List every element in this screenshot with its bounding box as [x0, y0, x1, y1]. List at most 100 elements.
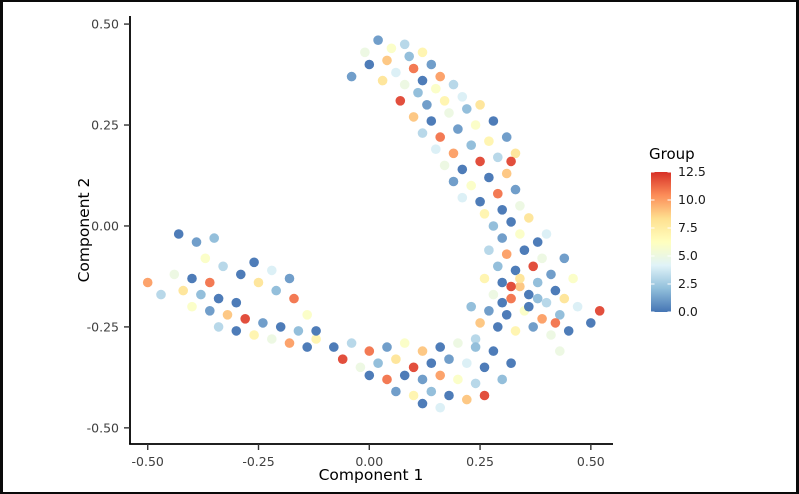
scatter-point	[475, 100, 485, 110]
scatter-point	[169, 269, 180, 280]
scatter-point	[453, 374, 463, 385]
scatter-point	[493, 188, 503, 199]
scatter-point	[546, 330, 556, 340]
scatter-point	[360, 47, 370, 58]
scatter-point	[475, 156, 485, 167]
scatter-point	[568, 273, 578, 284]
scatter-point	[453, 338, 463, 348]
scatter-point	[435, 402, 446, 413]
scatter-point	[493, 152, 503, 163]
x-tick-label: 0.50	[577, 454, 605, 469]
scatter-point	[431, 83, 441, 94]
colorbar-gradient	[651, 172, 671, 312]
scatter-point	[142, 277, 153, 288]
scatter-point	[515, 281, 525, 292]
scatter-point	[329, 342, 339, 352]
scatter-point	[466, 140, 477, 150]
scatter-point	[479, 362, 490, 373]
scatter-point	[462, 358, 472, 369]
scatter-point	[559, 293, 570, 304]
scatter-point	[373, 358, 383, 369]
scatter-point	[506, 281, 516, 292]
scatter-point	[479, 209, 490, 219]
scatter-point	[417, 374, 428, 385]
legend-title: Group	[649, 145, 695, 163]
scatter-point	[453, 124, 463, 134]
scatter-point	[594, 306, 605, 316]
scatter-point	[488, 221, 499, 231]
scatter-point	[524, 213, 534, 223]
scatter-point	[302, 342, 313, 352]
scatter-point	[364, 59, 375, 70]
scatter-point	[218, 261, 228, 272]
scatter-point	[213, 293, 224, 304]
colorbar-tick-label: 5.0	[678, 248, 698, 263]
scatter-point	[258, 318, 268, 328]
scatter-point	[395, 96, 406, 106]
scatter-point	[404, 51, 415, 62]
scatter-point	[519, 245, 530, 255]
scatter-point	[484, 306, 494, 316]
scatter-point	[555, 310, 565, 320]
scatter-point	[391, 386, 401, 397]
scatter-point	[546, 269, 556, 280]
scatter-point	[497, 374, 508, 385]
scatter-point	[417, 75, 428, 86]
scatter-point	[524, 301, 534, 312]
scatter-point	[355, 362, 366, 373]
scatter-point	[377, 75, 388, 86]
x-tick-label: -0.50	[132, 454, 164, 469]
scatter-point	[484, 136, 494, 146]
scatter-point	[586, 318, 596, 328]
scatter-point	[528, 261, 538, 272]
scatter-point	[205, 277, 215, 288]
scatter-point	[501, 168, 512, 179]
scatter-point	[448, 79, 459, 90]
scatter-point	[191, 237, 202, 247]
scatter-point	[346, 338, 357, 348]
scatter-point	[382, 342, 392, 352]
scatter-point	[187, 301, 197, 312]
scatter-point	[435, 71, 446, 82]
scatter-point	[173, 229, 184, 239]
scatter-point	[231, 297, 242, 308]
scatter-point	[497, 233, 508, 243]
colorbar-tick-label: 10.0	[678, 192, 706, 207]
scatter-plot: -0.50 -0.25 0.00 0.25 0.50 0.50 0.25 0.00 -0.25 -…	[75, 16, 706, 484]
scatter-point	[196, 289, 206, 300]
x-tick-label: -0.25	[242, 454, 274, 469]
scatter-points-layer	[142, 35, 605, 413]
scatter-point	[209, 233, 219, 243]
scatter-point	[426, 386, 437, 397]
scatter-point	[178, 285, 188, 296]
y-tick-label: -0.50	[87, 420, 119, 435]
colorbar-legend: Group 12.5 10.0 7.5 5.0 2.5 0.0	[649, 145, 706, 319]
scatter-point	[236, 269, 246, 280]
scatter-point	[448, 176, 459, 187]
scatter-point	[444, 108, 454, 118]
scatter-point	[479, 273, 490, 284]
scatter-point	[470, 120, 481, 130]
scatter-point	[399, 370, 410, 381]
scatter-point	[501, 249, 512, 259]
scatter-point	[213, 322, 224, 332]
x-axis-label: Component 1	[319, 466, 424, 484]
scatter-point	[506, 358, 516, 369]
scatter-point	[431, 144, 441, 154]
scatter-point	[435, 370, 446, 381]
scatter-point	[271, 285, 282, 296]
scatter-point	[510, 184, 521, 195]
scatter-point	[515, 273, 525, 284]
scatter-point	[422, 100, 432, 110]
scatter-point	[488, 116, 499, 126]
scatter-point	[426, 358, 437, 369]
scatter-point	[311, 326, 321, 336]
colorbar-tick-label: 7.5	[678, 220, 698, 235]
scatter-point	[493, 261, 503, 272]
scatter-point	[275, 322, 286, 332]
scatter-point	[506, 293, 516, 304]
scatter-point	[200, 253, 211, 264]
scatter-point	[426, 116, 437, 126]
scatter-point	[466, 180, 477, 191]
